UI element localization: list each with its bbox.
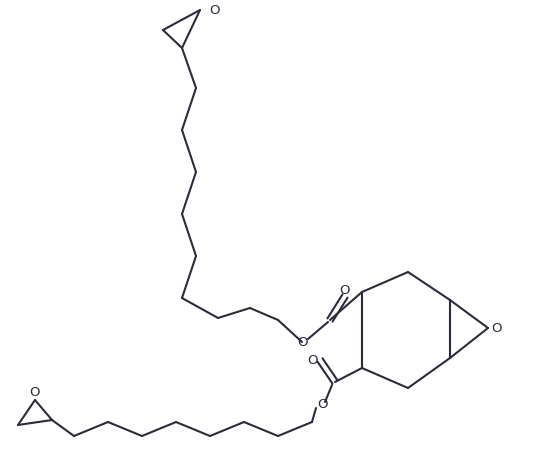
Text: O: O: [297, 336, 307, 349]
Text: O: O: [317, 398, 327, 411]
Text: O: O: [308, 354, 318, 366]
Text: O: O: [340, 283, 350, 296]
Text: O: O: [30, 386, 40, 399]
Text: O: O: [210, 4, 220, 16]
Text: O: O: [491, 322, 501, 335]
